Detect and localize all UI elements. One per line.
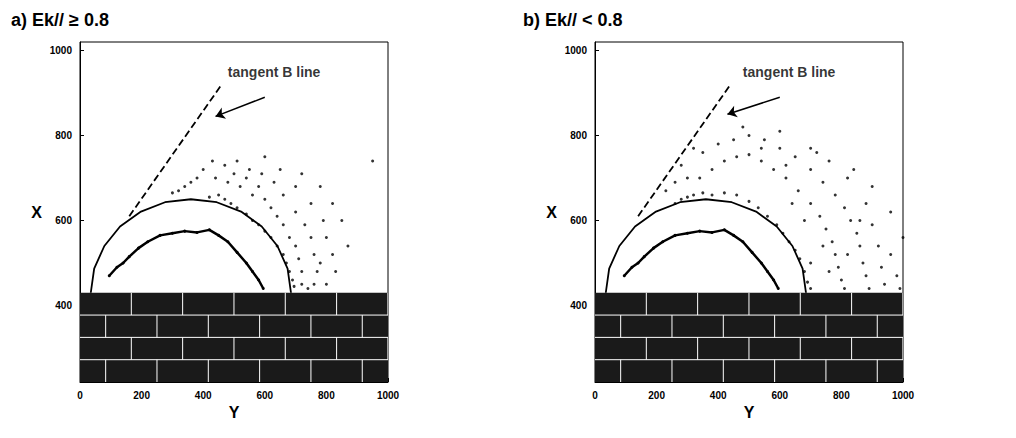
svg-text:tangent B line: tangent B line — [228, 64, 321, 80]
svg-text:1000: 1000 — [892, 390, 915, 401]
svg-text:800: 800 — [570, 130, 587, 141]
svg-text:200: 200 — [133, 390, 150, 401]
svg-text:400: 400 — [195, 390, 212, 401]
svg-text:400: 400 — [570, 300, 587, 311]
svg-text:X: X — [546, 204, 557, 221]
svg-text:X: X — [31, 204, 42, 221]
svg-text:1000: 1000 — [565, 45, 588, 56]
svg-text:600: 600 — [256, 390, 273, 401]
svg-text:tangent B line: tangent B line — [743, 64, 836, 80]
svg-text:600: 600 — [771, 390, 788, 401]
svg-text:0: 0 — [592, 390, 598, 401]
svg-text:600: 600 — [55, 215, 72, 226]
svg-text:Y: Y — [744, 404, 755, 421]
svg-text:800: 800 — [55, 130, 72, 141]
svg-text:1000: 1000 — [50, 45, 73, 56]
svg-text:a) Ek// ≥ 0.8: a) Ek// ≥ 0.8 — [11, 10, 109, 30]
svg-text:Y: Y — [229, 404, 240, 421]
svg-text:800: 800 — [318, 390, 335, 401]
svg-text:800: 800 — [833, 390, 850, 401]
svg-text:200: 200 — [648, 390, 665, 401]
svg-text:b) Ek// < 0.8: b) Ek// < 0.8 — [523, 10, 623, 30]
svg-text:0: 0 — [77, 390, 83, 401]
svg-text:600: 600 — [570, 215, 587, 226]
svg-text:400: 400 — [55, 300, 72, 311]
svg-text:400: 400 — [710, 390, 727, 401]
svg-text:1000: 1000 — [377, 390, 400, 401]
